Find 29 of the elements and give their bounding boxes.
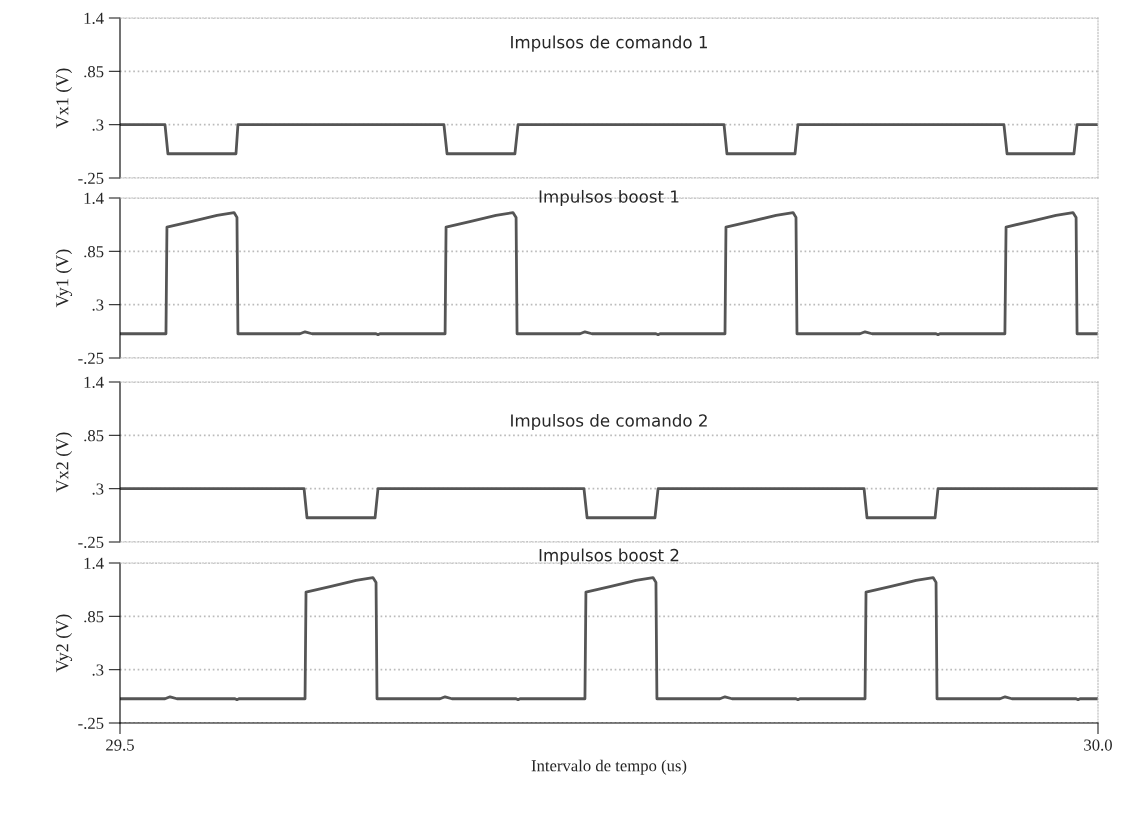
y-tick-label: -.25 bbox=[78, 352, 104, 365]
line-series bbox=[120, 211, 1098, 337]
text: Impulsos de comando 1 bbox=[511, 35, 707, 52]
y-tick-label: 1.4 bbox=[84, 192, 104, 205]
y-tick-label: .3 bbox=[92, 664, 104, 676]
y-tick-label: .85 bbox=[84, 611, 104, 623]
y-tick-label: .3 bbox=[92, 299, 104, 311]
y-tick-label: .85 bbox=[84, 430, 104, 442]
line-series bbox=[120, 576, 1098, 702]
y-tick-label: 1.4 bbox=[84, 12, 104, 25]
y-axis-title: Vx1 (V) bbox=[55, 68, 73, 129]
y-axis-title: Vy1 (V) bbox=[55, 249, 73, 308]
y-tick-label: .3 bbox=[92, 119, 104, 131]
y-axis-title: Vy2 (V) bbox=[55, 614, 73, 673]
text: Impulsos de comando 2 bbox=[511, 413, 707, 431]
y-tick-label: -.25 bbox=[78, 717, 104, 730]
y-tick-label: .3 bbox=[92, 483, 104, 495]
y-tick-label: .85 bbox=[84, 66, 104, 78]
y-tick-label: 1.4 bbox=[84, 557, 104, 570]
y-tick-label: 1.4 bbox=[84, 376, 104, 389]
y-tick-label: -.25 bbox=[78, 536, 104, 549]
chart-title: Impulsos boost 2 bbox=[539, 548, 679, 565]
y-tick-label: -.25 bbox=[78, 172, 104, 185]
y-tick-label: .85 bbox=[84, 246, 104, 258]
y-axis-title: Vx2 (V) bbox=[55, 432, 73, 493]
x-tick-label: 29.5 bbox=[106, 739, 134, 751]
x-axis-title: Intervalo de tempo (us) bbox=[531, 759, 687, 775]
chart-title: Impulsos boost 1 bbox=[539, 189, 679, 207]
x-tick-label: 30.0 bbox=[1084, 739, 1112, 751]
